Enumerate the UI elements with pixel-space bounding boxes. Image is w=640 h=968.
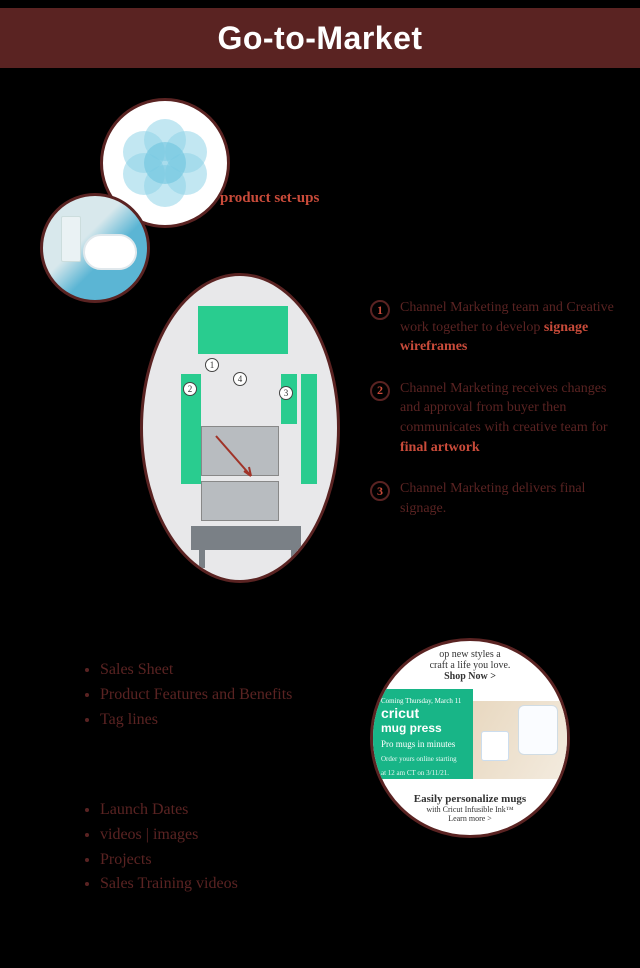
list-item: Launch Dates [100, 798, 340, 823]
promo-top: op new styles a craft a life you love. S… [373, 649, 567, 682]
step-num-1: 1 [370, 300, 390, 320]
intro-text: product set-ups [220, 188, 610, 210]
process-steps: 1 Channel Marketing team and Creative wo… [370, 298, 620, 540]
step-3: 3 Channel Marketing delivers final signa… [370, 479, 620, 518]
display-num-3: 3 [279, 386, 293, 400]
step-text-2: Channel Marketing receives changes and a… [400, 379, 620, 457]
display-num-2: 2 [183, 382, 197, 396]
list-item: Projects [100, 848, 340, 873]
display-num-4: 4 [233, 372, 247, 386]
promo-bottom: Easily personalize mugs with Cricut Infu… [373, 793, 567, 823]
list-item: Sales Sheet [100, 658, 340, 683]
promo-green-panel: Coming Thursday, March 11 cricut mug pre… [373, 689, 473, 779]
step-num-2: 2 [370, 381, 390, 401]
bullet-list-1: Sales Sheet Product Features and Benefit… [80, 658, 340, 732]
step-text-3: Channel Marketing delivers final signage… [400, 479, 620, 518]
bullet-list-2: Launch Dates videos | images Projects Sa… [80, 798, 340, 897]
step-text-1: Channel Marketing team and Creative work… [400, 298, 620, 357]
display-num-1: 1 [205, 358, 219, 372]
step-2: 2 Channel Marketing receives changes and… [370, 379, 620, 457]
list-item: Product Features and Benefits [100, 683, 340, 708]
product-photo-circle [40, 193, 150, 303]
mug-icon [481, 731, 509, 761]
list-item: Tag lines [100, 708, 340, 733]
step-num-3: 3 [370, 481, 390, 501]
list-item: videos | images [100, 823, 340, 848]
display-wireframe-oval: 1 2 3 4 [140, 273, 340, 583]
header-bar: Go-to-Market [0, 8, 640, 68]
press-icon [518, 705, 558, 755]
step-1: 1 Channel Marketing team and Creative wo… [370, 298, 620, 357]
promo-ad-circle: op new styles a craft a life you love. S… [370, 638, 570, 838]
list-item: Sales Training videos [100, 872, 340, 897]
page-title: Go-to-Market [217, 20, 422, 57]
intro-highlight: product set-ups [220, 190, 319, 206]
